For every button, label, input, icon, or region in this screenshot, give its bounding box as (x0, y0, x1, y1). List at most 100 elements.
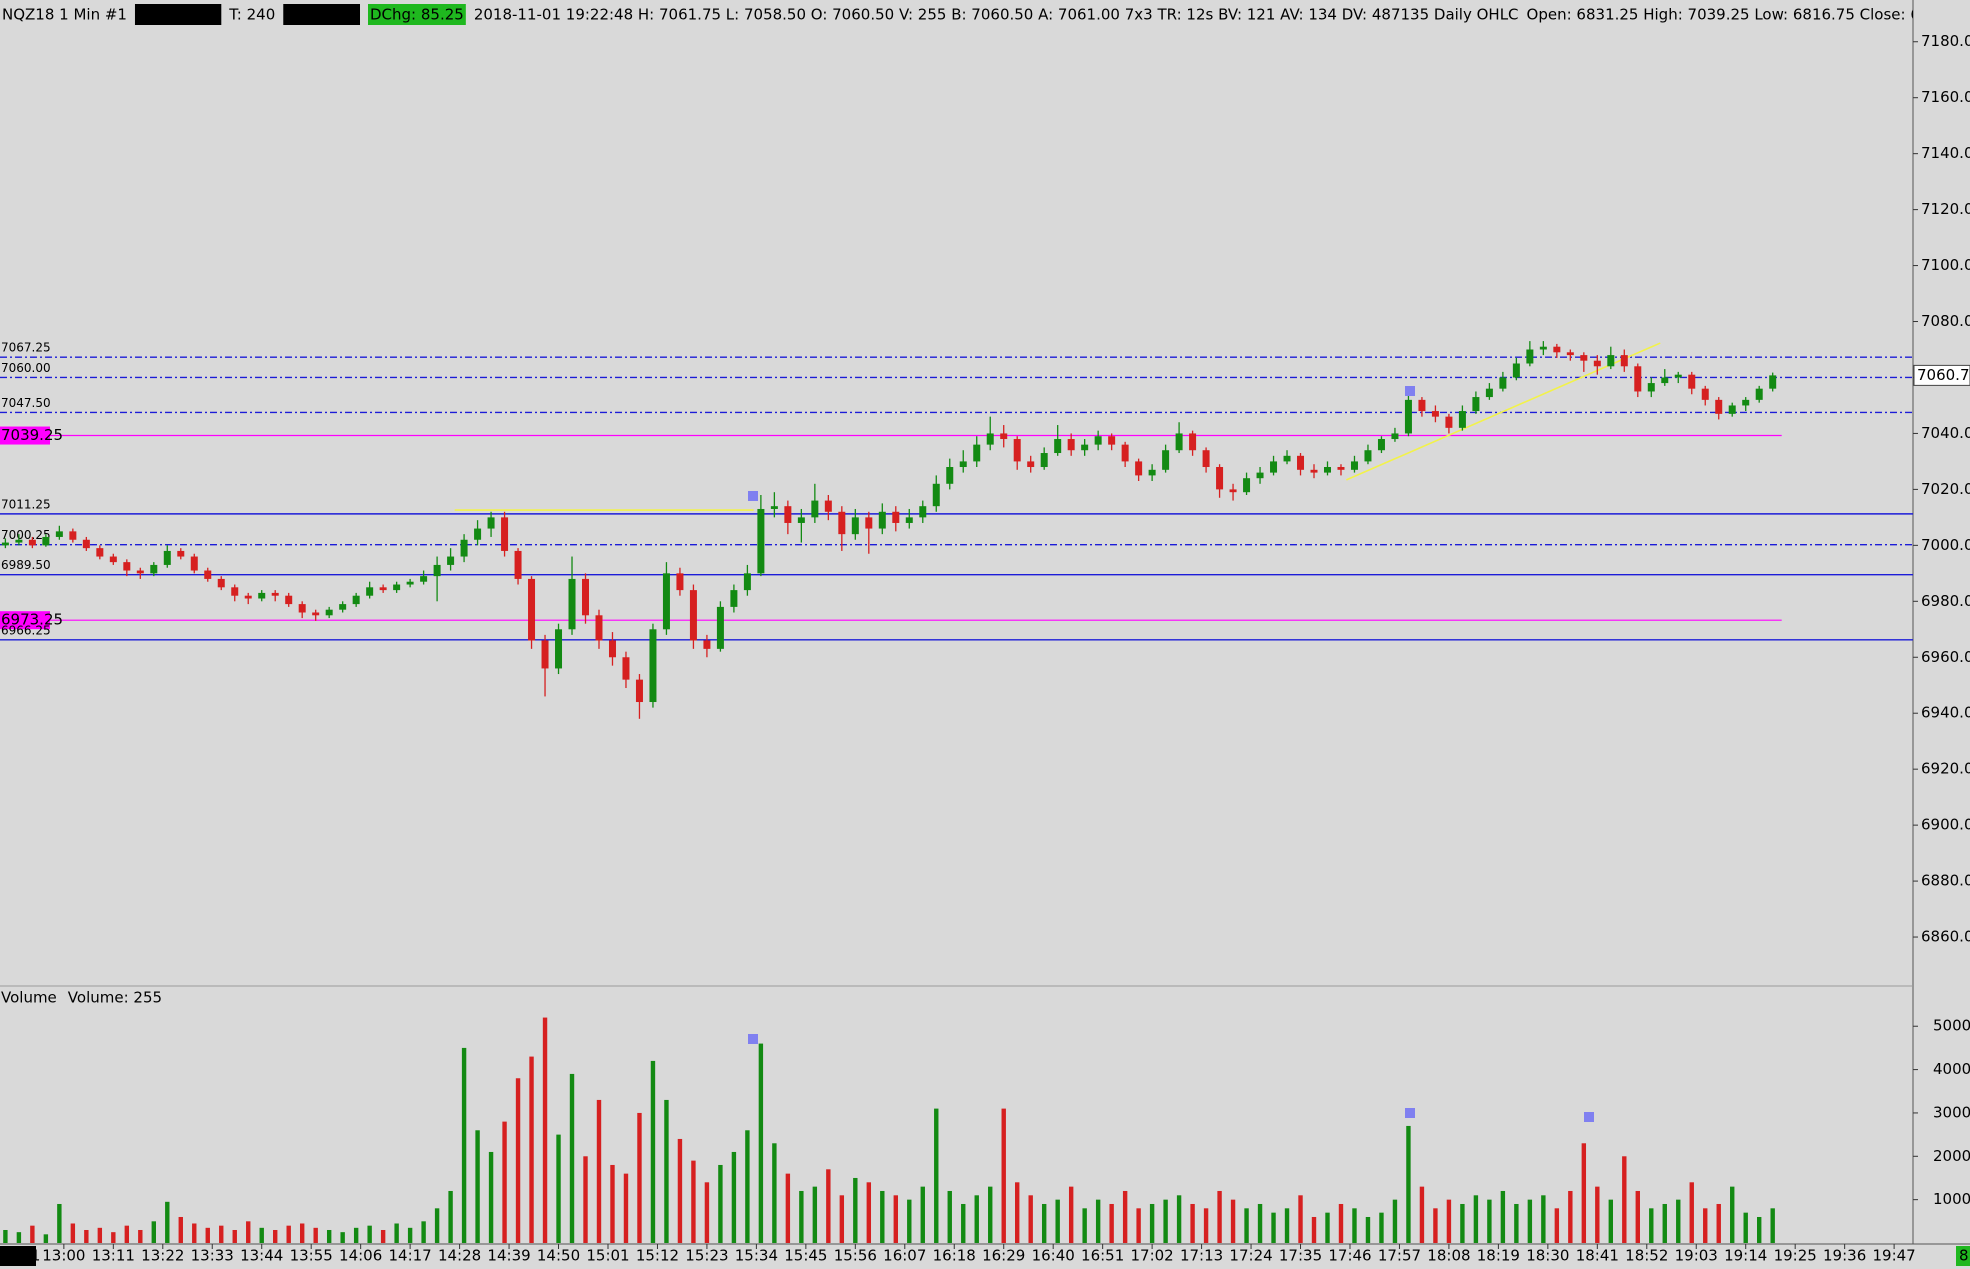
candle-body (339, 604, 347, 610)
volume-bar (57, 1203, 62, 1243)
volume-bar (1500, 1190, 1506, 1243)
candle-body (1323, 467, 1331, 473)
volume-bar (1514, 1203, 1519, 1243)
x-tick-label: 16:40 (1032, 1247, 1075, 1265)
volume-bar (515, 1078, 521, 1243)
volume-bar (610, 1164, 615, 1243)
volume-bar (704, 1182, 710, 1243)
x-tick-label: 15:23 (685, 1247, 728, 1265)
candle-body (1728, 405, 1736, 414)
candle-body (15, 539, 23, 543)
candle-body (1539, 346, 1547, 350)
candle-body (109, 556, 117, 563)
corner-box (1956, 1246, 1970, 1266)
volume-bar (340, 1232, 345, 1243)
volume-bar (219, 1225, 224, 1243)
level-label: 7067.25 (1, 341, 51, 355)
candle-body (163, 550, 171, 565)
candle-body (1661, 377, 1669, 384)
volume-bar (1109, 1203, 1114, 1243)
volume-bar (1541, 1195, 1546, 1243)
candle-body (325, 609, 333, 616)
candle-body (231, 587, 239, 596)
x-tick-label: 17:13 (1180, 1247, 1223, 1265)
header: NQZ18 1 Min #1 C: 7060.75 T: 240 Chg: 0.00 D… (2, 4, 1913, 25)
candle-body (1755, 388, 1763, 400)
candle-body (1364, 450, 1372, 462)
y-tick-label: 6980.00 (1921, 592, 1970, 610)
candle-body (1135, 461, 1143, 476)
candle-body (1243, 478, 1251, 493)
volume-bar (1028, 1195, 1033, 1243)
volume-bar (1649, 1208, 1654, 1243)
level-label: 6973.25 (1, 611, 63, 629)
candle-body (1283, 455, 1291, 462)
volume-bar (407, 1227, 413, 1243)
candle-body (217, 578, 225, 588)
y-tick-label: 6960.00 (1921, 648, 1970, 666)
header-text: NQZ18 1 Min #1 (2, 6, 127, 24)
candle-body (1108, 436, 1116, 445)
volume-bar (934, 1108, 939, 1243)
candle-body (123, 562, 131, 571)
header-box (283, 4, 360, 25)
volume-bar (1662, 1203, 1667, 1243)
candle-body (1404, 399, 1412, 434)
volume-bar (192, 1223, 197, 1243)
volume-bar (1446, 1199, 1452, 1243)
candle-body (1701, 388, 1709, 400)
volume-bar (165, 1201, 170, 1243)
y2-tick-label: 5000 (1933, 1017, 1970, 1035)
candle-body (1, 542, 9, 546)
volume-bar (1325, 1212, 1330, 1243)
candle-body (1607, 355, 1615, 367)
volume-bar (84, 1229, 89, 1243)
candle-body (1526, 349, 1534, 364)
candle-body (973, 444, 981, 462)
x-tick-label: 17:46 (1328, 1247, 1371, 1265)
y-tick-label: 7080.00 (1921, 312, 1970, 330)
volume-bar (772, 1143, 777, 1243)
date-label: -11-1 (1, 1247, 40, 1265)
candle-body (1350, 461, 1358, 470)
candle-body (1688, 374, 1696, 389)
volume-bar (461, 1047, 467, 1243)
candle-body (1013, 439, 1021, 462)
candle-body (865, 517, 873, 529)
volume-bar (273, 1229, 278, 1243)
y-tick-label: 7000.00 (1921, 536, 1970, 554)
candle-body (676, 573, 684, 591)
x-tick-label: 17:35 (1279, 1247, 1322, 1265)
candle-body (1297, 455, 1305, 470)
volume-bar (569, 1073, 575, 1243)
volume-bar (1082, 1208, 1087, 1243)
volume-bar (961, 1203, 966, 1243)
volume-bar (1311, 1216, 1317, 1243)
volume-bar (799, 1190, 804, 1243)
volume-bar (16, 1232, 22, 1243)
y-tick-label: 6940.00 (1921, 704, 1970, 722)
candle-body (69, 531, 77, 540)
volume-bar (1473, 1195, 1479, 1243)
candle-body (1310, 469, 1318, 473)
candle-body (811, 500, 819, 518)
candle-body (1445, 416, 1453, 428)
candle-body (892, 511, 900, 523)
x-tick-label: 16:18 (933, 1247, 976, 1265)
x-tick-label: 18:41 (1576, 1247, 1619, 1265)
y2-tick-label: 4000 (1933, 1060, 1970, 1078)
volume-bar (1406, 1125, 1411, 1243)
header-box (368, 4, 466, 25)
volume-bar (1352, 1208, 1357, 1243)
y2-tick-label: 2000 (1933, 1147, 1970, 1165)
volume-bar (920, 1186, 925, 1243)
volume-bar (1095, 1199, 1101, 1243)
candle-body (447, 556, 455, 565)
volume-bar (1001, 1108, 1006, 1243)
volume-label: Volume: 255 (68, 989, 162, 1007)
volume-bar (488, 1151, 494, 1243)
volume-bar (664, 1099, 669, 1243)
level-label: 7011.25 (1, 497, 51, 511)
x-tick-label: 18:08 (1427, 1247, 1470, 1265)
